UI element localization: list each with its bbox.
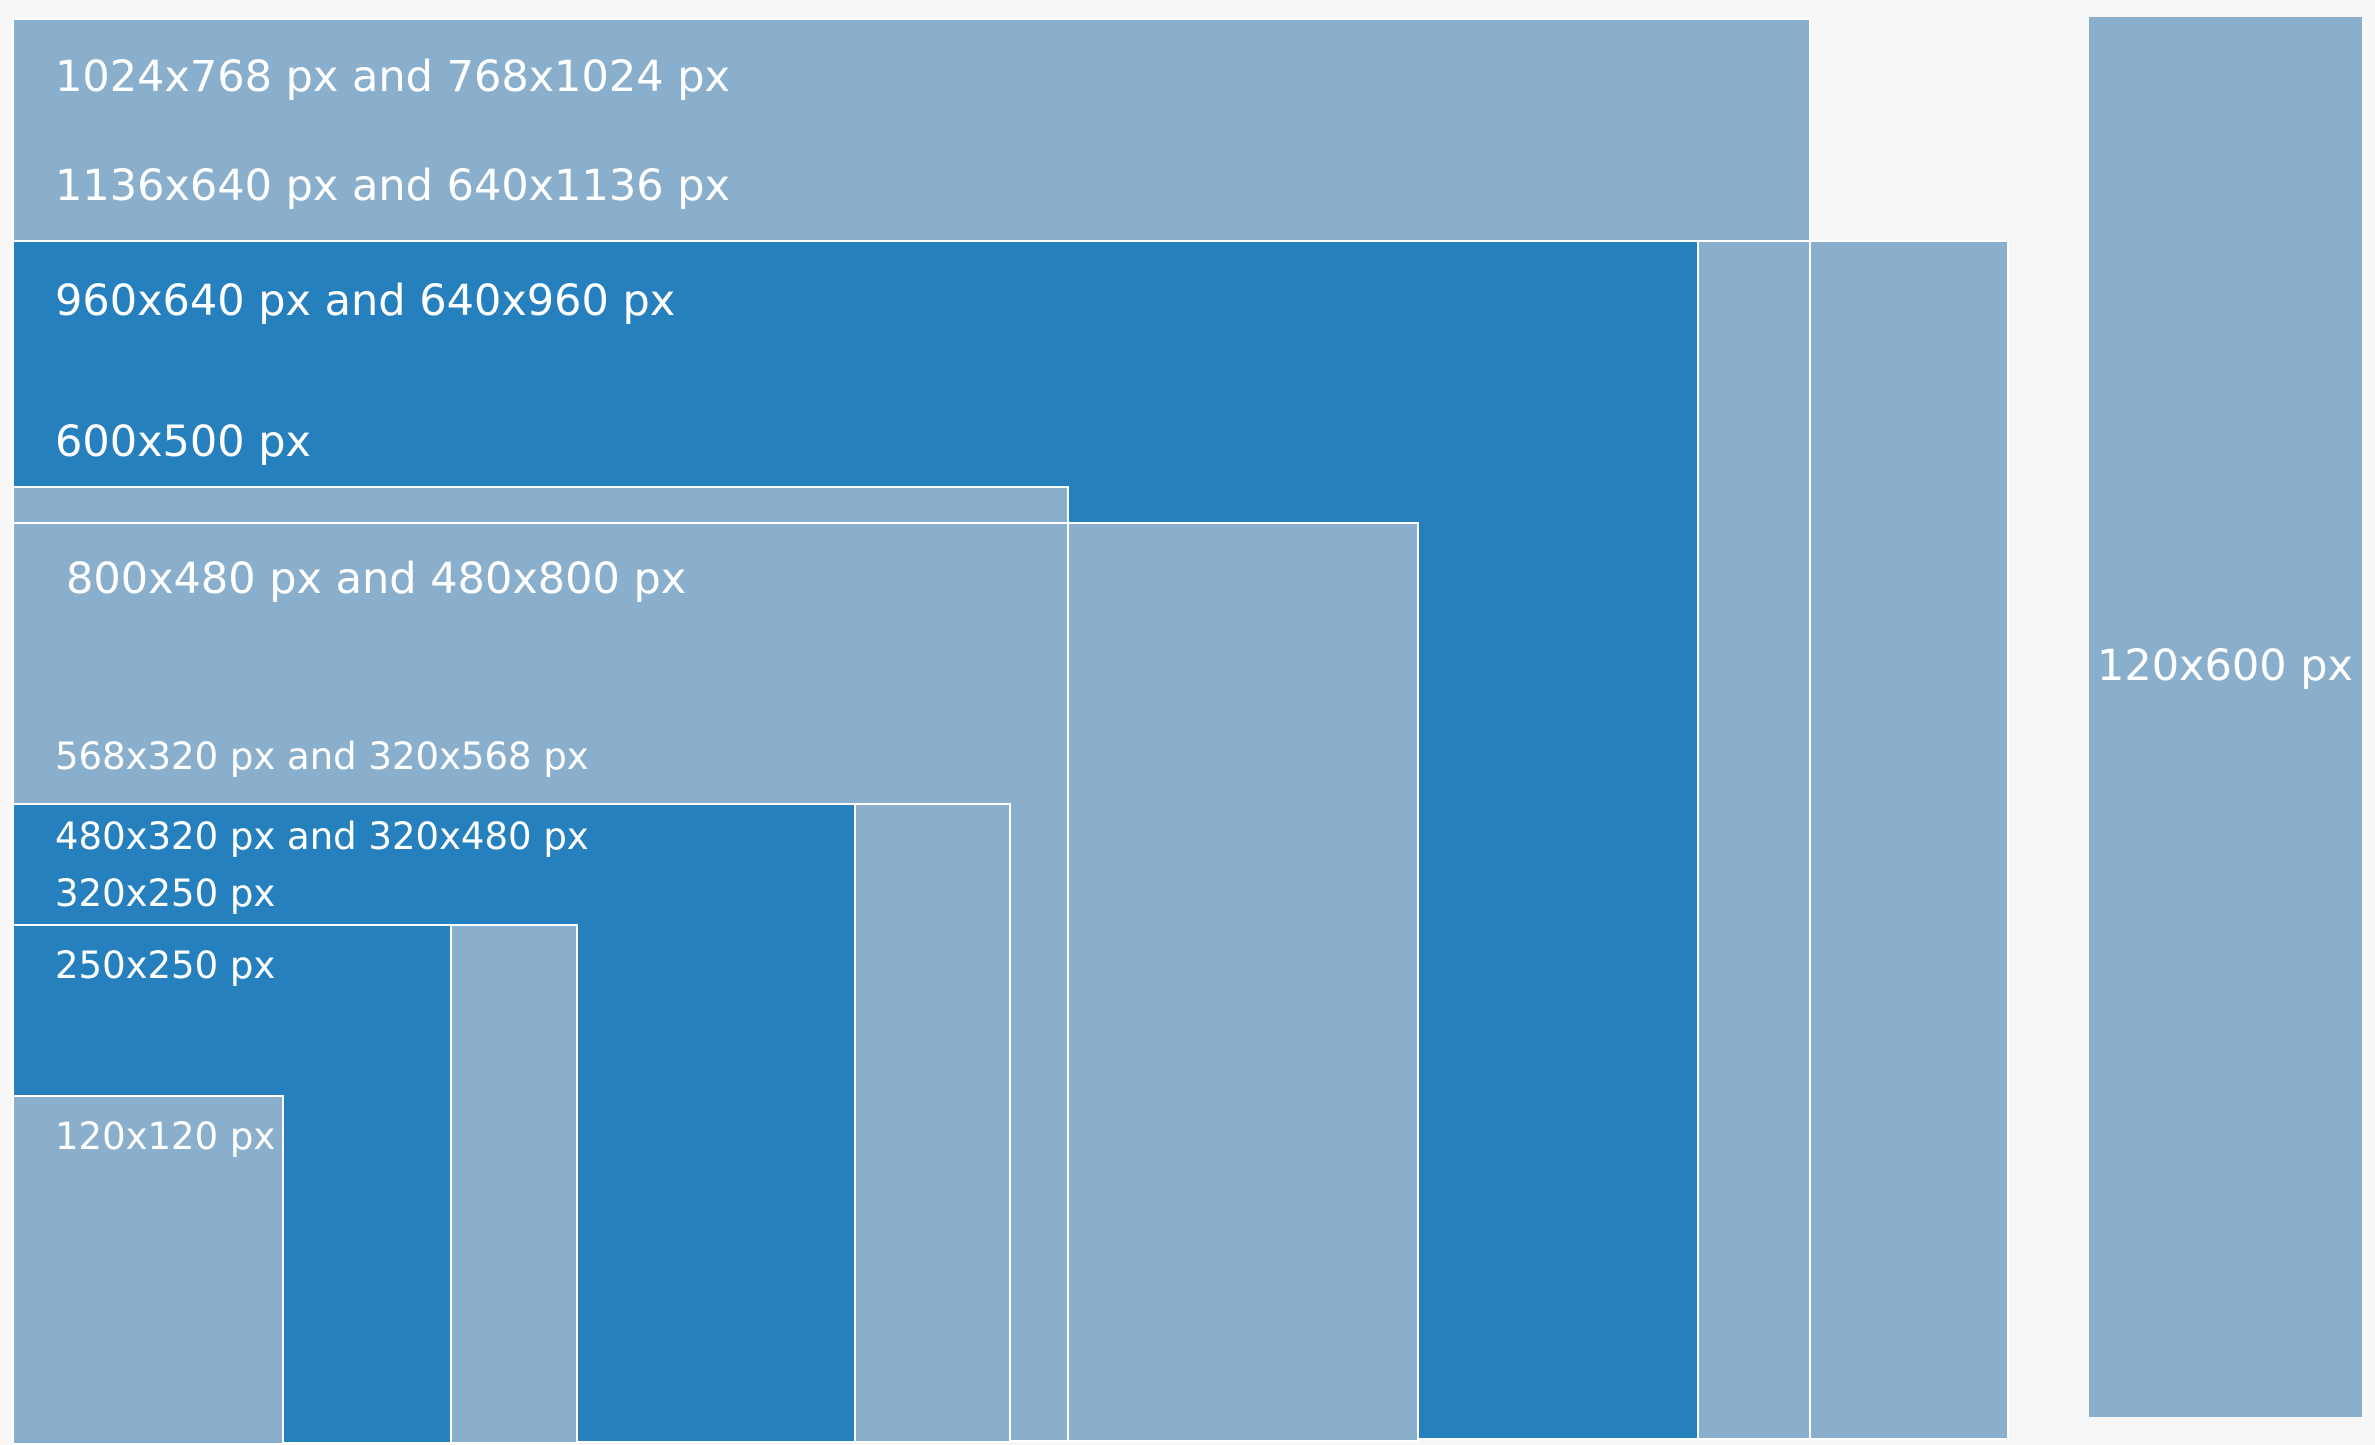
block-800x480-portrait <box>1066 522 1419 1442</box>
block-120x600 <box>2089 17 2362 1417</box>
block-1024x768-portrait <box>1697 240 1811 1440</box>
block-568x320-portrait <box>853 803 1011 1443</box>
block-320x250-portrait <box>449 924 578 1444</box>
label-120x600: 120x600 px <box>2096 641 2353 691</box>
label-1136x640: 1136x640 px and 640x1136 px <box>55 161 730 211</box>
block-1024x768 <box>12 18 1811 245</box>
label-320x250: 320x250 px <box>55 872 276 915</box>
label-480x320: 480x320 px and 320x480 px <box>55 815 589 858</box>
label-1024x768: 1024x768 px and 768x1024 px <box>55 52 730 102</box>
label-800x480: 800x480 px and 480x800 px <box>66 554 687 604</box>
label-568x320: 568x320 px and 320x568 px <box>55 735 589 778</box>
label-250x250: 250x250 px <box>55 944 276 987</box>
label-120x120: 120x120 px <box>55 1115 276 1158</box>
screen-size-diagram: 1024x768 px and 768x1024 px 1136x640 px … <box>12 17 2362 1445</box>
label-600x500: 600x500 px <box>55 417 312 467</box>
block-1136x640-portrait <box>1809 240 2009 1440</box>
label-960x640: 960x640 px and 640x960 px <box>55 276 676 326</box>
